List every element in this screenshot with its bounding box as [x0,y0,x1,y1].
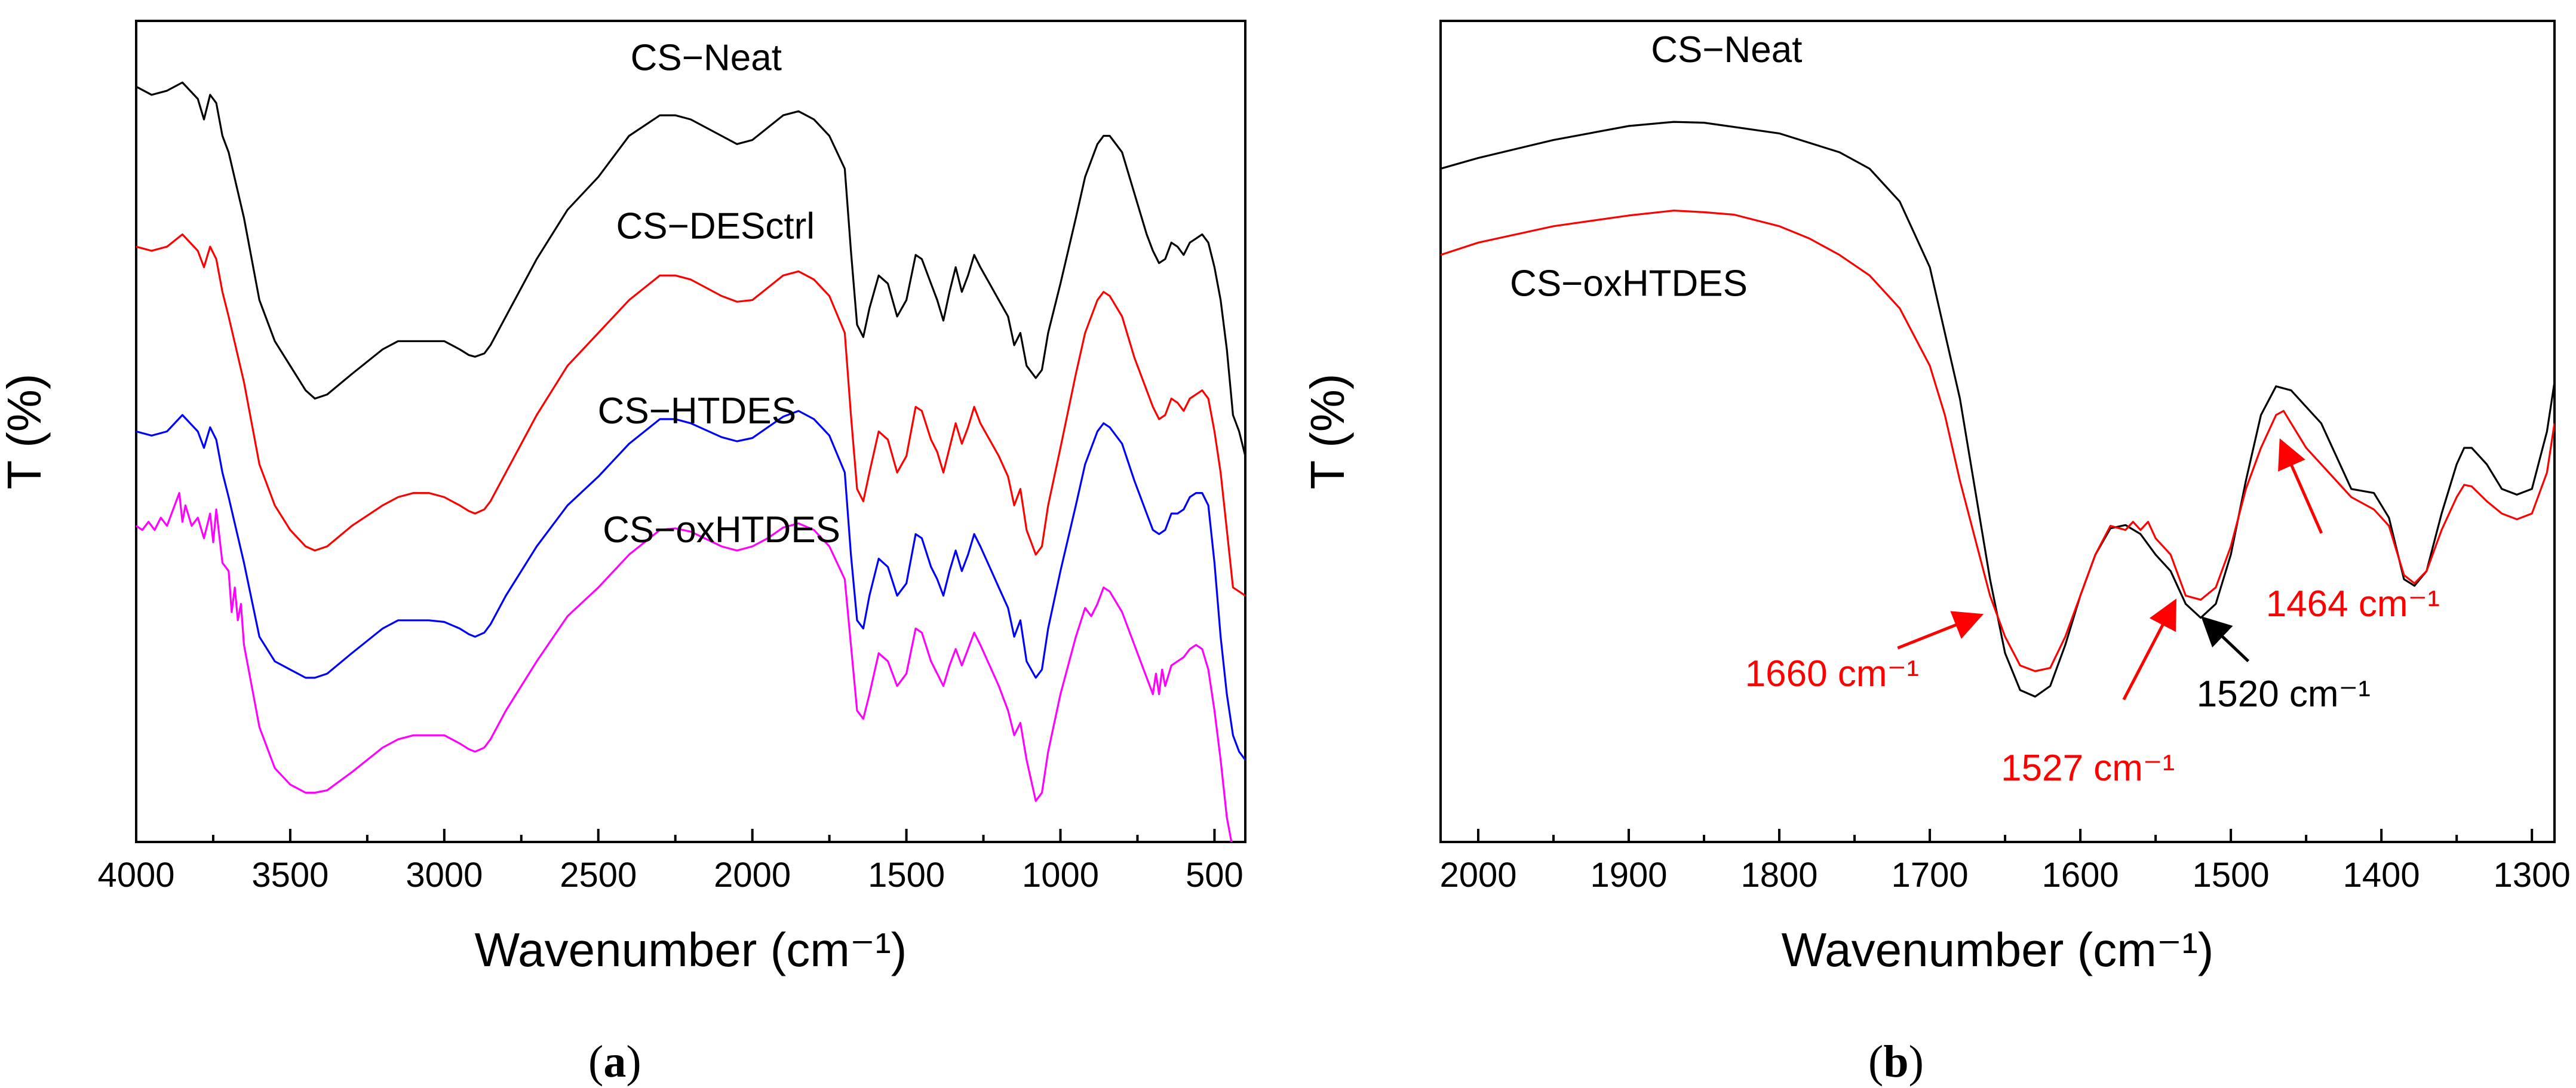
x-tick-label-2000: 2000 [1439,856,1516,895]
series-line-cs-neat [1441,121,2554,698]
x-axis-label: Wavenumber (cm⁻¹) [475,923,907,976]
panel-b-chart: 2000 1900 1800 1700 1600 1500 1400 1300 Wavenumb… [1301,20,2571,976]
panel-b-label: (b) [1868,1037,1924,1087]
annotation-cs-htdes: CS−HTDES [598,391,796,432]
annotation-1527-cm: 1527 cm⁻¹ [2001,748,2175,789]
x-tick-label-4000: 4000 [97,856,174,895]
annotation-1464-cm: 1464 cm⁻¹ [2266,583,2440,625]
plot-frame [1439,20,2556,843]
x-tick-label-1700: 1700 [1892,856,1969,895]
annotation-cs-oxhtdes: CS−oxHTDES [1510,263,1748,305]
x-tick-label-1800: 1800 [1741,856,1818,895]
series-line-cs-oxhtdes [136,492,1233,842]
x-axis-label: Wavenumber (cm⁻¹) [1782,923,2214,976]
x-tick-label-3500: 3500 [251,856,328,895]
x-tick-label-500: 500 [1186,856,1244,895]
y-axis-label: T (%) [0,373,51,489]
x-tick-label-3000: 3000 [406,856,483,895]
panel-a-chart: 4000 3500 3000 2500 2000 1500 1000 500 Wavenumbe… [0,20,1246,976]
x-tick-label-2500: 2500 [560,856,637,895]
x-tick-label-1900: 1900 [1591,856,1668,895]
annotation-cs-desctrl: CS−DESctrl [616,205,815,247]
series-line-cs-neat [136,81,1245,457]
annotation-cs-neat: CS−Neat [1651,29,1802,70]
x-tick-label-2000: 2000 [714,856,791,895]
x-tick-label-1500: 1500 [2193,856,2270,895]
x-tick-label-1500: 1500 [868,856,945,895]
series-line-cs-htdes [136,410,1245,761]
x-tick-label-1600: 1600 [2042,856,2119,895]
y-axis-label: T (%) [1301,373,1354,489]
annotation-arrow-1520-cm [2201,616,2250,662]
annotation-1520-cm: 1520 cm⁻¹ [2197,674,2371,715]
annotation-arrow-1660-cm [1897,611,1984,650]
annotation-arrow-1527-cm [2122,598,2176,700]
annotation-1660-cm: 1660 cm⁻¹ [1745,653,1919,694]
annotation-arrow-1464-cm [2278,438,2323,534]
series-line-cs-oxhtdes [1441,210,2554,672]
annotation-cs-neat: CS−Neat [631,38,782,79]
panel-a-label: (a) [588,1037,641,1087]
annotation-cs-oxhtdes: CS−oxHTDES [603,509,840,551]
x-tick-label-1000: 1000 [1022,856,1099,895]
x-tick-label-1400: 1400 [2343,856,2420,895]
series-line-cs-desctrl [136,233,1245,597]
x-tick-label-1300: 1300 [2494,856,2571,895]
